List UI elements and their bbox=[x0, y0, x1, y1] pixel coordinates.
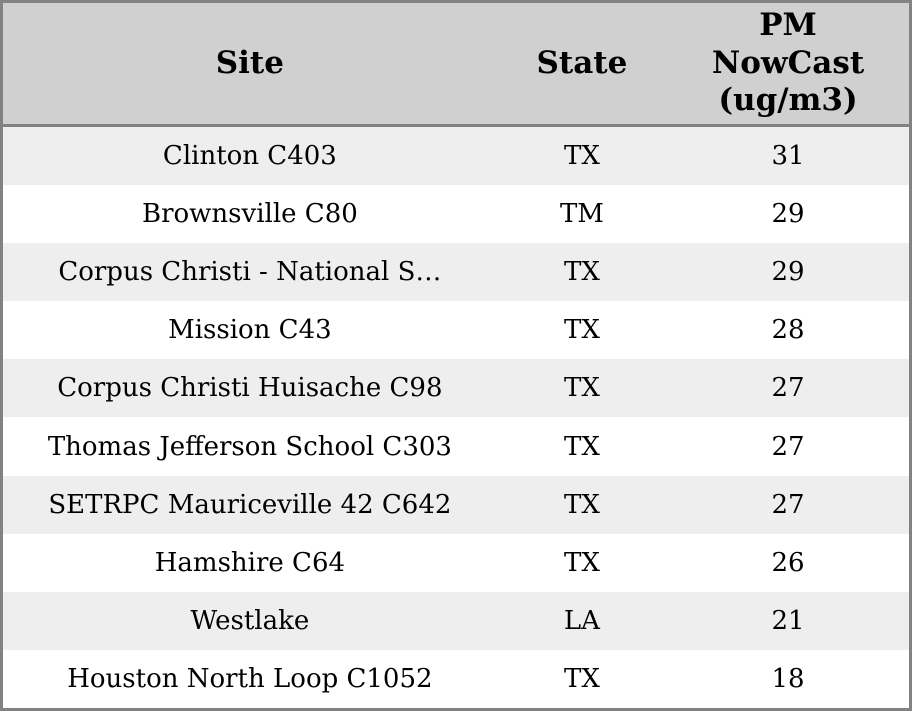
cell-site: Brownsville C80 bbox=[141, 199, 358, 230]
cell-state: TX bbox=[563, 141, 600, 172]
cell-pm-nowcast: 21 bbox=[771, 605, 805, 636]
table-row: Westlake LA 21 bbox=[3, 591, 909, 650]
cell-pm-nowcast: 18 bbox=[771, 663, 805, 694]
table-row: Houston North Loop C1052 TX 18 bbox=[3, 649, 909, 708]
cell-site: Thomas Jefferson School C303 bbox=[47, 431, 452, 462]
cell-state: TX bbox=[563, 547, 600, 578]
cell-site: SETRPC Mauriceville 42 C642 bbox=[48, 489, 452, 520]
cell-pm-nowcast: 31 bbox=[771, 141, 805, 172]
cell-site: Corpus Christi Huisache C98 bbox=[57, 373, 443, 404]
table-body: Clinton C403 TX 31 Brownsville C80 TM 29 Corpu… bbox=[3, 127, 909, 708]
cell-site: Hamshire C64 bbox=[154, 547, 346, 578]
table-row: Mission C43 TX 28 bbox=[3, 301, 909, 360]
cell-state: TX bbox=[563, 257, 600, 288]
table-header: Site State PM NowCast (ug/m3) bbox=[3, 3, 909, 127]
table-row: Thomas Jefferson School C303 TX 27 bbox=[3, 417, 909, 476]
cell-pm-nowcast: 28 bbox=[771, 315, 805, 346]
cell-state: TX bbox=[563, 315, 600, 346]
cell-pm-nowcast: 29 bbox=[771, 199, 805, 230]
table-row: Corpus Christi Huisache C98 TX 27 bbox=[3, 359, 909, 418]
cell-state: TM bbox=[559, 199, 604, 230]
cell-state: TX bbox=[563, 373, 600, 404]
cell-site: Mission C43 bbox=[168, 315, 332, 346]
column-header-site: Site bbox=[215, 44, 284, 81]
cell-pm-nowcast: 27 bbox=[771, 373, 805, 404]
table-row: Corpus Christi - National S… TX 29 bbox=[3, 243, 909, 302]
cell-pm-nowcast: 27 bbox=[771, 431, 805, 462]
column-header-pm-nowcast: PM NowCast (ug/m3) bbox=[711, 6, 865, 119]
cell-pm-nowcast: 27 bbox=[771, 489, 805, 520]
cell-state: TX bbox=[563, 663, 600, 694]
column-header-state: State bbox=[536, 44, 628, 81]
cell-site: Corpus Christi - National S… bbox=[58, 257, 442, 288]
table-row: SETRPC Mauriceville 42 C642 TX 27 bbox=[3, 475, 909, 534]
cell-state: TX bbox=[563, 489, 600, 520]
cell-state: LA bbox=[563, 605, 600, 636]
cell-site: Westlake bbox=[190, 605, 310, 636]
cell-pm-nowcast: 26 bbox=[771, 547, 805, 578]
cell-state: TX bbox=[563, 431, 600, 462]
cell-pm-nowcast: 29 bbox=[771, 257, 805, 288]
table-row: Hamshire C64 TX 26 bbox=[3, 533, 909, 592]
cell-site: Houston North Loop C1052 bbox=[67, 663, 433, 694]
table-row: Clinton C403 TX 31 bbox=[3, 127, 909, 186]
table-row: Brownsville C80 TM 29 bbox=[3, 185, 909, 244]
cell-site: Clinton C403 bbox=[162, 141, 337, 172]
